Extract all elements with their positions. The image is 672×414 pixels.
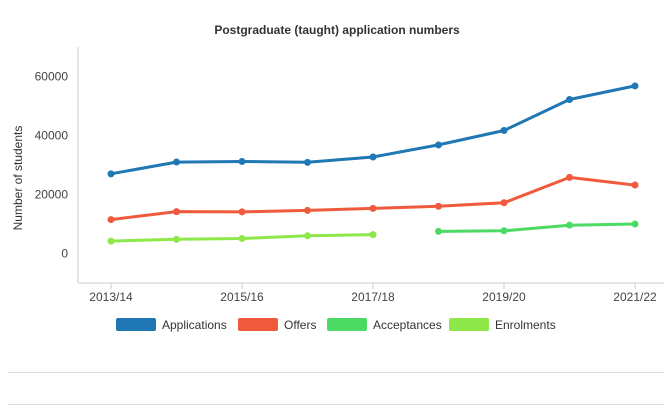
applications-point[interactable] xyxy=(238,157,246,165)
legend-swatch xyxy=(449,318,489,331)
applications-point[interactable] xyxy=(173,158,180,166)
applications-point[interactable] xyxy=(566,96,573,104)
legend-item-enrolments[interactable]: Enrolments xyxy=(449,318,556,332)
offers-point[interactable] xyxy=(566,173,573,181)
series-points xyxy=(107,82,639,245)
y-tick-label: 60000 xyxy=(35,70,69,84)
legend-swatch xyxy=(116,318,156,331)
x-tick-label: 2015/16 xyxy=(220,290,264,304)
legend-swatch xyxy=(327,318,367,331)
legend-item-offers[interactable]: Offers xyxy=(238,318,316,332)
applications-point[interactable] xyxy=(500,126,508,134)
acceptances-point[interactable] xyxy=(500,227,508,235)
offers-point[interactable] xyxy=(500,199,508,207)
y-tick-label: 0 xyxy=(61,247,68,261)
enrolments-point[interactable] xyxy=(369,231,377,239)
divider-line xyxy=(8,404,664,405)
offers-point[interactable] xyxy=(107,216,115,224)
chart-title: Postgraduate (taught) application number… xyxy=(214,23,460,37)
legend-item-applications[interactable]: Applications xyxy=(116,318,227,332)
offers-point[interactable] xyxy=(238,208,246,216)
legend-label: Applications xyxy=(162,318,227,332)
offers-line xyxy=(109,175,637,222)
offers-point[interactable] xyxy=(304,206,311,214)
legend-label: Acceptances xyxy=(373,318,442,332)
offers-point[interactable] xyxy=(369,204,377,212)
offers-point[interactable] xyxy=(631,181,639,189)
series-lines xyxy=(109,84,637,243)
x-tick-label: 2017/18 xyxy=(351,290,395,304)
legend-swatch xyxy=(238,318,278,331)
x-tick-label: 2021/22 xyxy=(613,290,657,304)
legend-item-acceptances[interactable]: Acceptances xyxy=(327,318,442,332)
x-axis-ticks: 2013/14 2015/16 2017/18 2019/20 2021/22 xyxy=(89,283,657,304)
x-tick-label: 2019/20 xyxy=(482,290,526,304)
y-axis-ticks: 0 20000 40000 60000 xyxy=(35,70,69,261)
acceptances-point[interactable] xyxy=(566,221,573,229)
enrolments-point[interactable] xyxy=(238,234,246,242)
enrolments-point[interactable] xyxy=(304,232,311,240)
applications-point[interactable] xyxy=(107,170,115,178)
applications-point[interactable] xyxy=(304,158,311,166)
acceptances-point[interactable] xyxy=(631,220,639,228)
enrolments-point[interactable] xyxy=(107,237,115,245)
legend-label: Offers xyxy=(284,318,316,332)
y-tick-label: 40000 xyxy=(35,129,69,143)
acceptances-point[interactable] xyxy=(435,227,442,235)
applications-point[interactable] xyxy=(435,141,442,149)
applications-point[interactable] xyxy=(369,153,377,161)
legend-label: Enrolments xyxy=(495,318,556,332)
x-tick-label: 2013/14 xyxy=(89,290,133,304)
offers-point[interactable] xyxy=(173,208,180,216)
divider-line xyxy=(8,372,664,373)
y-tick-label: 20000 xyxy=(35,188,69,202)
applications-line xyxy=(109,84,637,176)
legend: Applications Offers Acceptances Enrolments xyxy=(116,318,556,332)
offers-point[interactable] xyxy=(435,202,442,210)
applications-point[interactable] xyxy=(631,82,639,90)
enrolments-point[interactable] xyxy=(173,235,180,243)
acceptances-line xyxy=(437,222,637,233)
y-axis-label: Number of students xyxy=(11,126,25,231)
